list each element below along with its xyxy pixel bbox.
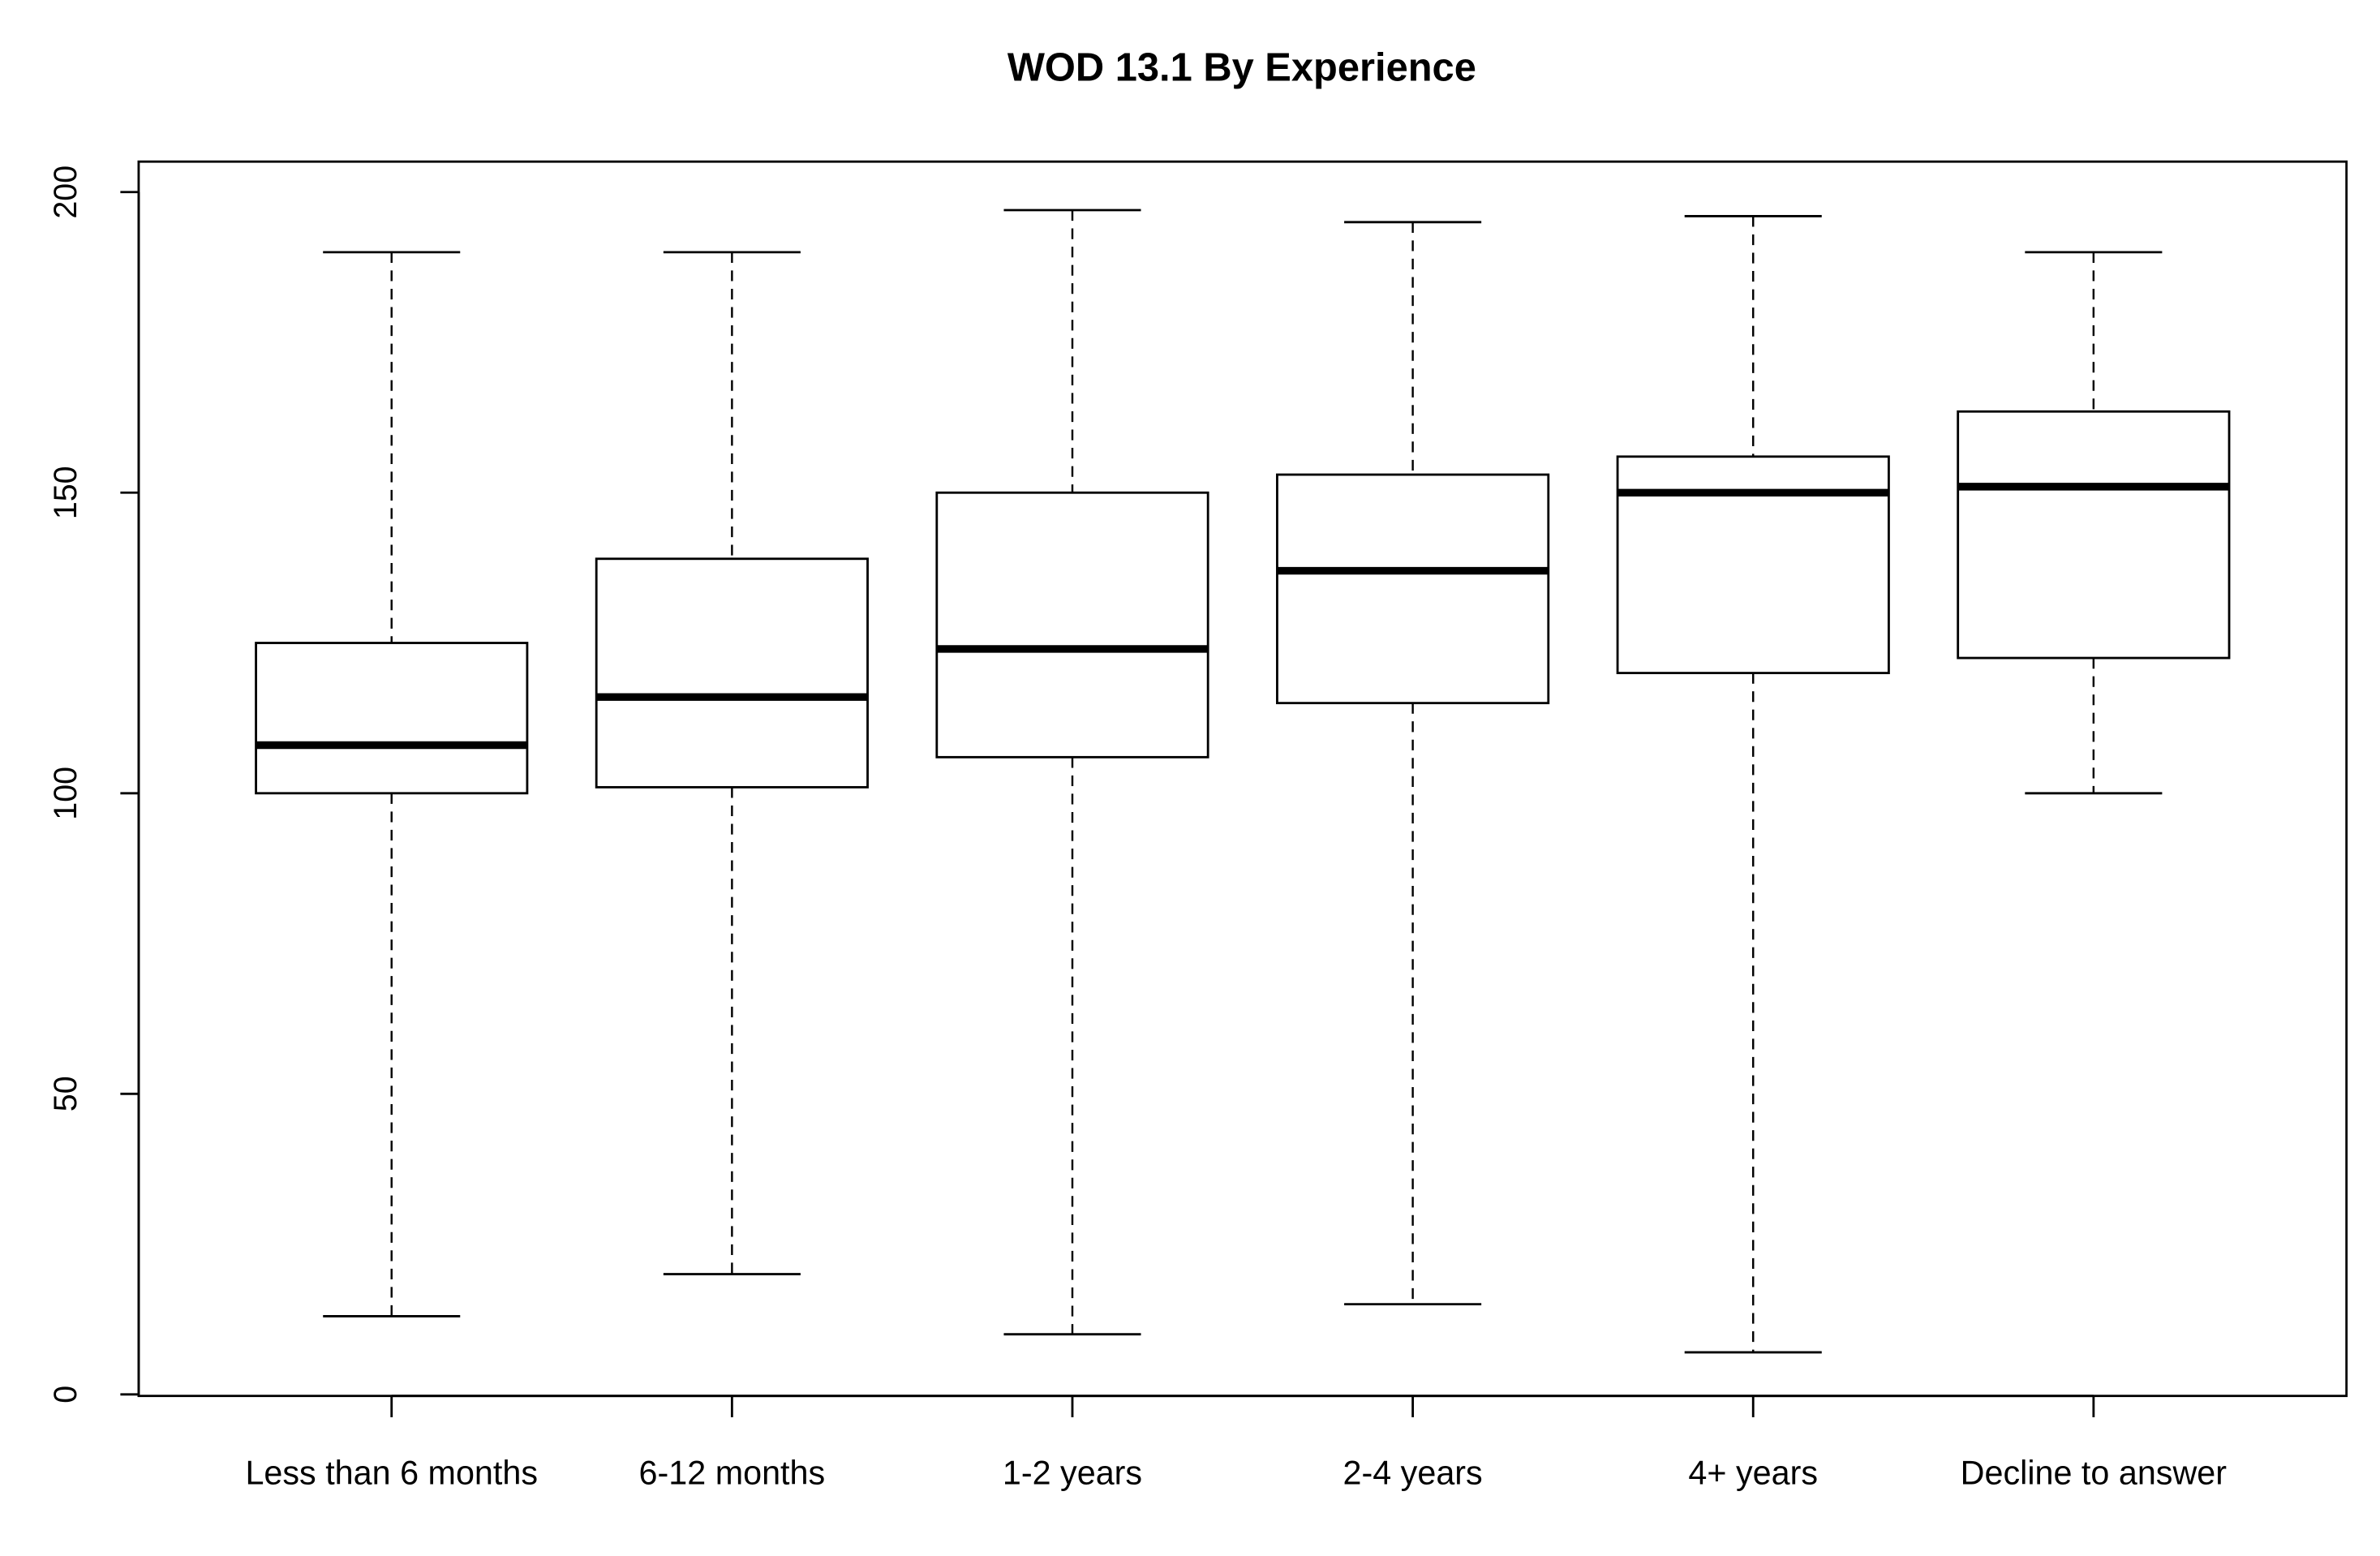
chart-title: WOD 13.1 By Experience: [1007, 46, 1476, 90]
x-tick-label: Decline to answer: [1961, 1455, 2227, 1492]
y-tick-label: 50: [48, 1076, 84, 1111]
x-tick-label: 2-4 years: [1343, 1455, 1483, 1492]
x-tick-label: 1-2 years: [1003, 1455, 1142, 1492]
y-tick-label: 0: [48, 1386, 84, 1403]
y-tick-label: 200: [48, 165, 84, 219]
y-tick-label: 100: [48, 767, 84, 820]
iqr-box: [255, 642, 529, 795]
iqr-box: [595, 557, 869, 789]
y-tick-label: 150: [48, 466, 84, 519]
x-tick-label: Less than 6 months: [245, 1455, 538, 1492]
iqr-box: [1957, 410, 2231, 660]
iqr-box: [935, 491, 1209, 759]
iqr-box: [1276, 473, 1550, 705]
x-tick-label: 4+ years: [1688, 1455, 1818, 1492]
x-tick-label: 6-12 months: [639, 1455, 826, 1492]
